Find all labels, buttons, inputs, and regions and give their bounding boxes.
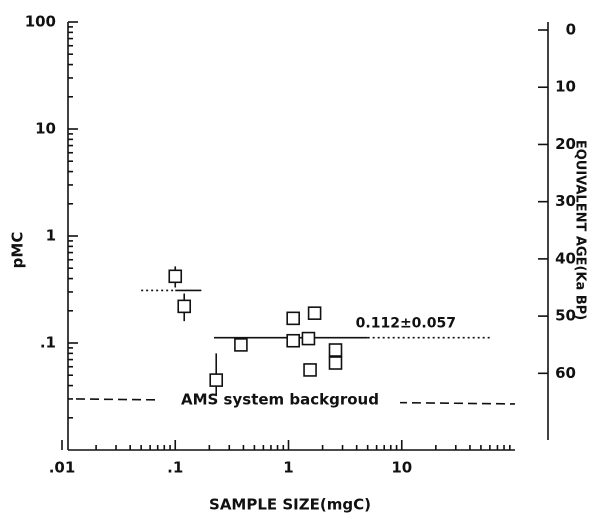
data-point [301,331,316,346]
y-tick-label: .1 [40,334,56,352]
y-tick-label: 10 [35,120,56,138]
background-label: AMS system backgroud [181,390,379,408]
y2-tick-label: 60 [555,364,576,382]
data-point [286,333,300,348]
x-tick-label: .01 [49,459,76,477]
data-point [328,343,343,357]
label-backdrop [160,388,400,407]
fit-label: 0.112±0.057 [356,316,456,332]
y2-tick-label: 0 [566,21,576,39]
data-point [303,363,317,377]
x-tick-label: .1 [167,459,183,477]
data-point [307,306,322,320]
y-tick-label: 1 [46,227,56,245]
y2-axis-label: EQUIVALENT AGE(Ka BP) [573,140,588,320]
y2-tick-label: 40 [555,249,576,267]
data-point [177,299,192,314]
x-tick-label: 1 [283,459,293,477]
y2-tick-label: 50 [555,307,576,325]
data-point [168,269,183,284]
data-point [234,338,248,352]
y-axis-label: pMC [9,232,27,269]
data-point [209,373,224,387]
y2-tick-label: 20 [555,135,576,153]
background-line [75,398,516,405]
y2-tick-label: 30 [555,192,576,210]
x-axis-label: SAMPLE SIZE(mgC) [209,496,371,514]
y2-tick-label: 10 [555,78,576,96]
x-tick-label: 10 [391,459,412,477]
data-point [286,311,300,326]
y-tick-label: 100 [25,13,56,31]
data-point [328,356,343,370]
